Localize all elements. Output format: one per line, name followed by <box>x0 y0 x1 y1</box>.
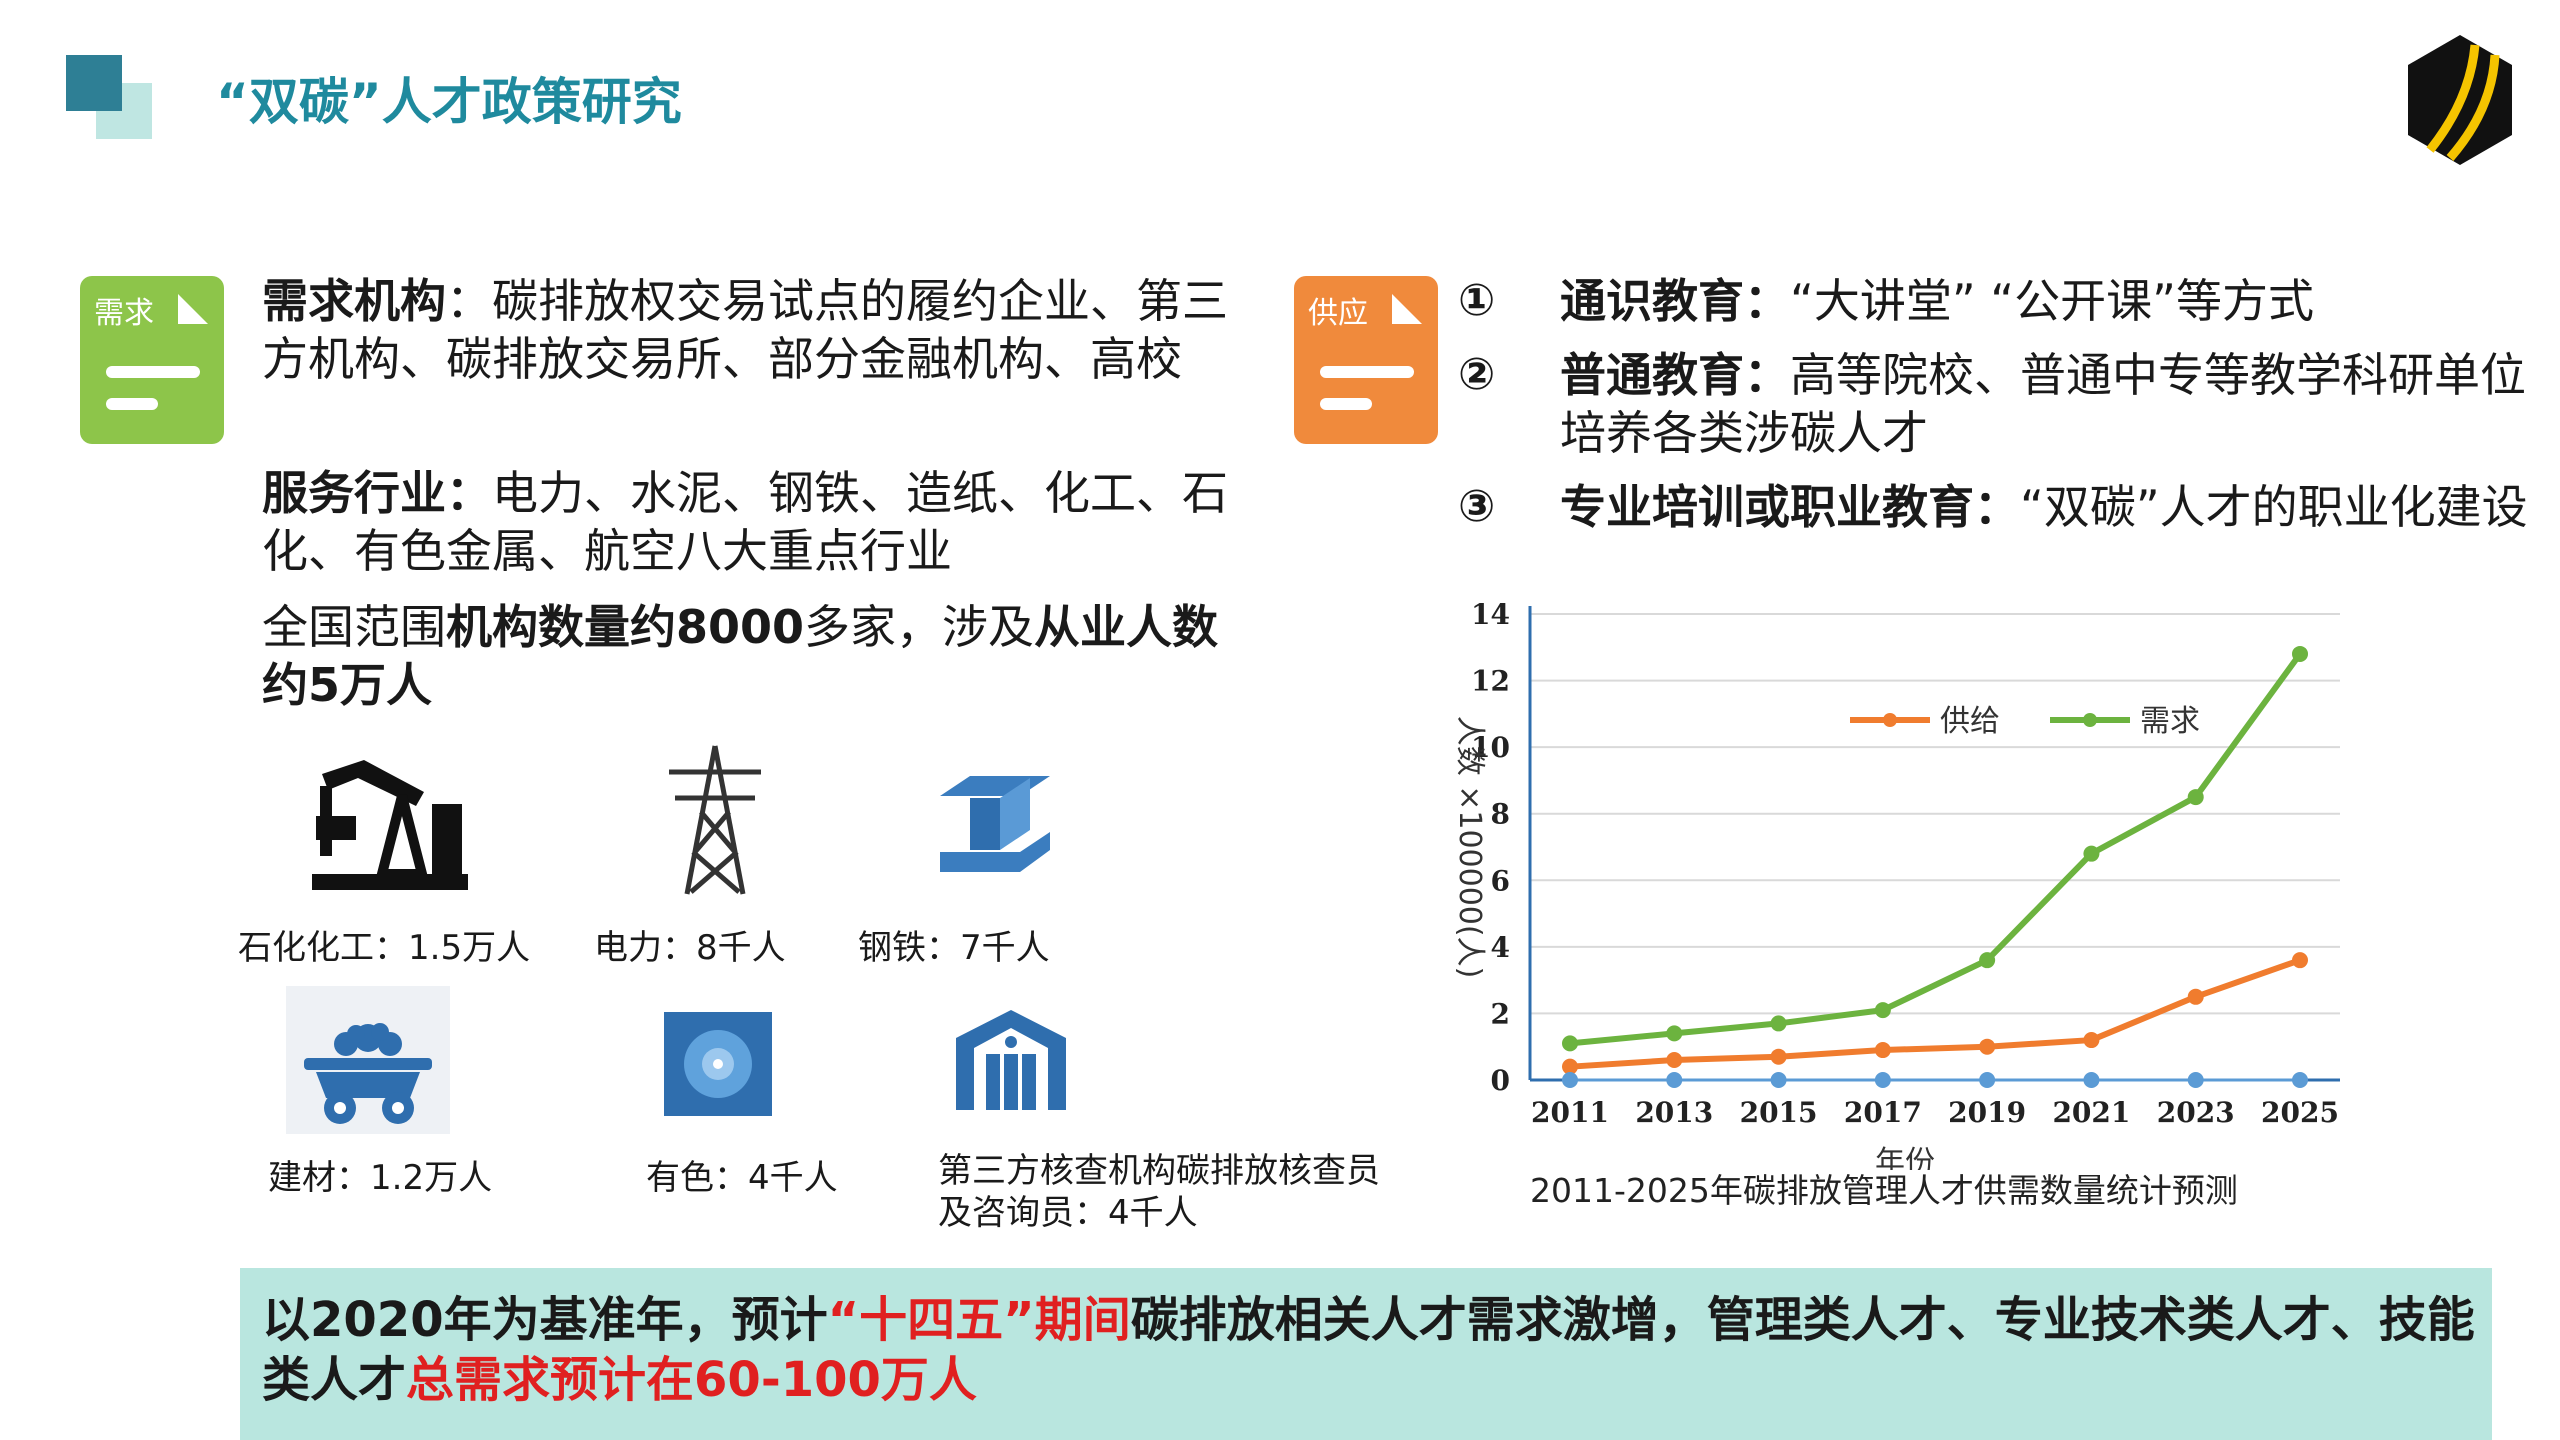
data-point <box>1874 1042 1891 1059</box>
data-point <box>1562 1072 1578 1088</box>
sector-label-steel: 钢铁：7千人 <box>858 928 1050 968</box>
data-point <box>2083 845 2100 862</box>
data-point <box>2187 1072 2204 1088</box>
service-industries-text: 服务行业：电力、水泥、钢铁、造纸、化工、石化、有色金属、航空八大重点行业 <box>262 464 1262 580</box>
y-axis-label: 人数 ×100000(人) <box>1452 716 1487 979</box>
y-tick-label: 8 <box>1491 798 1510 831</box>
x-tick-label: 2011 <box>1531 1096 1609 1129</box>
supply-item-number: ③ <box>1458 481 1496 532</box>
x-axis-label: 年份 <box>1875 1145 1935 1170</box>
institution-icon <box>956 1010 1066 1110</box>
x-tick-label: 2017 <box>1844 1096 1922 1129</box>
employee-count: 从业人数约5万人 <box>262 600 1219 712</box>
national-scale-c: 多家，涉及 <box>804 600 1035 654</box>
x-tick-label: 2015 <box>1740 1096 1818 1129</box>
series-line <box>1569 957 2301 1070</box>
supply-item-body: 高等院校、普通中专等教学科研单位培养各类涉碳人才 <box>1560 348 2526 460</box>
national-scale-a: 全国范围 <box>262 600 446 654</box>
y-tick-label: 2 <box>1491 997 1510 1030</box>
supply-doc-icon: 供应 <box>1294 276 1438 444</box>
oil-pump-icon <box>312 760 468 890</box>
service-industries-heading: 服务行业： <box>262 466 492 520</box>
y-tick-label: 0 <box>1491 1064 1510 1097</box>
sector-label-petrochem: 石化化工：1.5万人 <box>238 928 531 968</box>
x-tick-label: 2021 <box>2052 1096 2130 1129</box>
data-point <box>1562 1035 1578 1052</box>
supply-item-body: “大讲堂” “公开课”等方式 <box>1790 274 2314 328</box>
supply-item-heading: 通识教育： <box>1560 274 1790 328</box>
x-tick-label: 2019 <box>1948 1096 2026 1129</box>
data-point <box>1770 1015 1787 1032</box>
y-tick-label: 12 <box>1471 665 1510 698</box>
banner-part-a: 以2020年为基准年，预计 <box>262 1292 828 1348</box>
supply-item-body: “双碳”人才的职业化建设 <box>2020 480 2528 534</box>
mine-cart-icon <box>286 986 450 1134</box>
header-decor-dark-square <box>66 55 122 111</box>
data-point <box>2292 645 2308 662</box>
demand-institutions-body: ：碳排放权交易试点的履约企业、第三方机构、碳排放交易所、部分金融机构、高校 <box>262 274 1228 386</box>
y-tick-label: 14 <box>1471 598 1510 631</box>
supply-item-number: ② <box>1458 349 1496 400</box>
data-point <box>1562 1058 1578 1075</box>
sector-label-power: 电力：8千人 <box>594 928 786 968</box>
sector-label-third-party: 第三方核查机构碳排放核查员及咨询员：4千人 <box>938 1151 1380 1233</box>
data-point <box>1666 1052 1683 1069</box>
data-point <box>1874 1002 1891 1019</box>
demand-doc-label: 需求 <box>94 296 154 331</box>
legend-marker <box>2083 713 2097 727</box>
steel-beam-icon <box>940 776 1050 872</box>
chart-caption: 2011-2025年碳排放管理人才供需数量统计预测 <box>1530 1171 2238 1210</box>
banner-part-c: 碳排放相关人才需求激增，管理类人才、专业技术类人才、技能类人才 <box>262 1292 2475 1408</box>
y-tick-label: 4 <box>1491 931 1510 964</box>
summary-banner <box>240 1268 2492 1440</box>
service-industries-body: 电力、水泥、钢铁、造纸、化工、石化、有色金属、航空八大重点行业 <box>262 466 1228 578</box>
metal-icon <box>664 1012 772 1116</box>
banner-period: “十四五”期间 <box>827 1292 1131 1348</box>
data-point <box>2083 1072 2100 1088</box>
data-point <box>2292 1072 2308 1088</box>
demand-institutions-heading: 需求机构 <box>262 274 446 328</box>
x-tick-label: 2025 <box>2261 1096 2339 1129</box>
data-point <box>2187 789 2204 806</box>
data-point <box>1874 1072 1891 1088</box>
data-point <box>1979 952 1996 969</box>
page-title: “双碳”人才政策研究 <box>216 73 682 131</box>
data-point <box>1770 1072 1787 1088</box>
data-point <box>1666 1072 1683 1088</box>
legend-label: 供给 <box>1940 704 2000 739</box>
national-scale-text: 全国范围机构数量约8000多家，涉及从业人数约5万人 <box>262 598 1262 714</box>
legend-label: 需求 <box>2140 704 2200 739</box>
data-point <box>2187 988 2204 1005</box>
legend-marker <box>1883 713 1897 727</box>
sector-label-building-materials: 建材：1.2万人 <box>268 1158 493 1198</box>
banner-total-demand: 总需求预计在60-100万人 <box>406 1352 977 1408</box>
supply-item-heading: 普通教育： <box>1560 348 1790 402</box>
y-tick-label: 10 <box>1471 731 1510 764</box>
supply-item-number: ① <box>1458 275 1496 326</box>
institution-count: 机构数量约8000 <box>446 600 805 654</box>
demand-doc-icon: 需求 <box>80 276 224 444</box>
supply-item-heading: 专业培训或职业教育： <box>1560 480 2020 534</box>
sector-label-nonferrous: 有色：4千人 <box>646 1158 838 1198</box>
x-tick-label: 2013 <box>1635 1096 1713 1129</box>
data-point <box>2083 1032 2100 1049</box>
data-point <box>1770 1048 1787 1065</box>
summary-banner-text: 以2020年为基准年，预计“十四五”期间碳排放相关人才需求激增，管理类人才、专业… <box>262 1290 2482 1410</box>
data-point <box>1979 1072 1996 1088</box>
data-point <box>1666 1025 1683 1042</box>
y-tick-label: 6 <box>1491 864 1510 897</box>
power-tower-icon <box>669 745 761 895</box>
supply-doc-label: 供应 <box>1308 296 1368 331</box>
data-point <box>2292 952 2308 969</box>
brand-logo-icon <box>2408 35 2512 165</box>
series-line <box>1569 652 2303 1047</box>
demand-institutions-text: 需求机构：碳排放权交易试点的履约企业、第三方机构、碳排放交易所、部分金融机构、高… <box>262 272 1262 388</box>
data-point <box>1979 1038 1996 1055</box>
supply-demand-chart: 0 2 4 6 8 10 12 14 2011 2013 2015 2017 2019 2021 2023 2… <box>1452 598 2340 1170</box>
x-tick-label: 2023 <box>2157 1096 2235 1129</box>
